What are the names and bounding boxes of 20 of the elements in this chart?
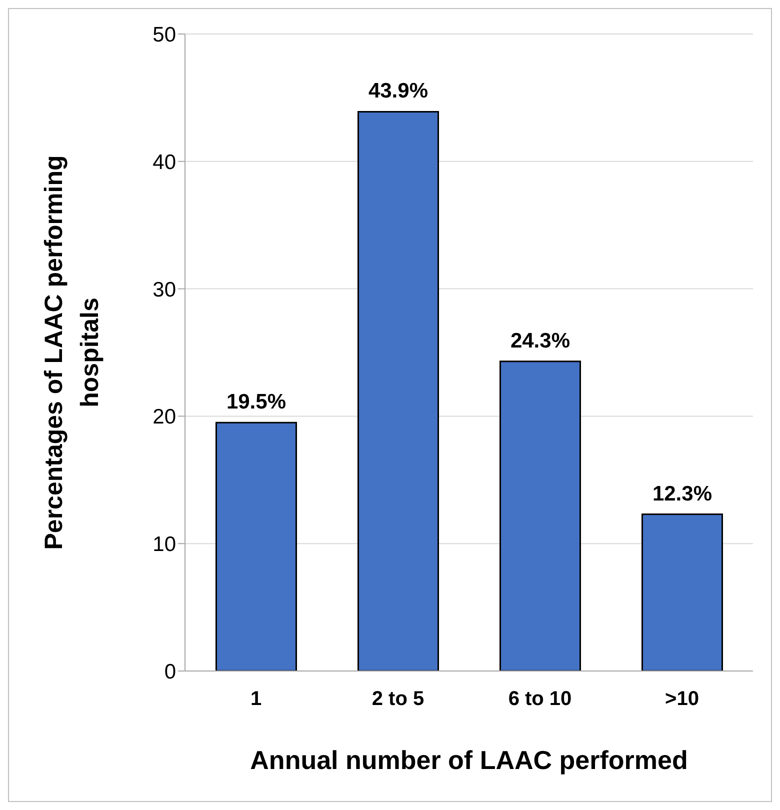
y-axis-title: Percentages of LAAC performing hospitals bbox=[40, 155, 104, 550]
bar bbox=[499, 360, 581, 671]
data-label: 24.3% bbox=[510, 329, 570, 352]
bar bbox=[357, 110, 439, 671]
data-label: 12.3% bbox=[652, 482, 712, 506]
x-tick-label: 6 to 10 bbox=[508, 688, 572, 710]
x-tick-label: 1 bbox=[250, 688, 262, 710]
x-tick-label: 2 to 5 bbox=[372, 688, 424, 710]
bar bbox=[215, 422, 297, 671]
y-tick-label: 50 bbox=[152, 23, 176, 46]
y-tick-label: 30 bbox=[152, 278, 176, 302]
data-label: 19.5% bbox=[226, 390, 286, 414]
y-tick-label: 20 bbox=[152, 406, 176, 429]
y-tick-label: 40 bbox=[152, 150, 176, 174]
x-tick-label: >10 bbox=[665, 688, 699, 710]
y-tick-label: 10 bbox=[152, 533, 176, 556]
bar bbox=[641, 514, 723, 671]
data-label: 43.9% bbox=[368, 80, 428, 103]
x-axis-title: Annual number of LAAC performed bbox=[250, 745, 688, 775]
y-tick-label: 0 bbox=[164, 660, 176, 684]
